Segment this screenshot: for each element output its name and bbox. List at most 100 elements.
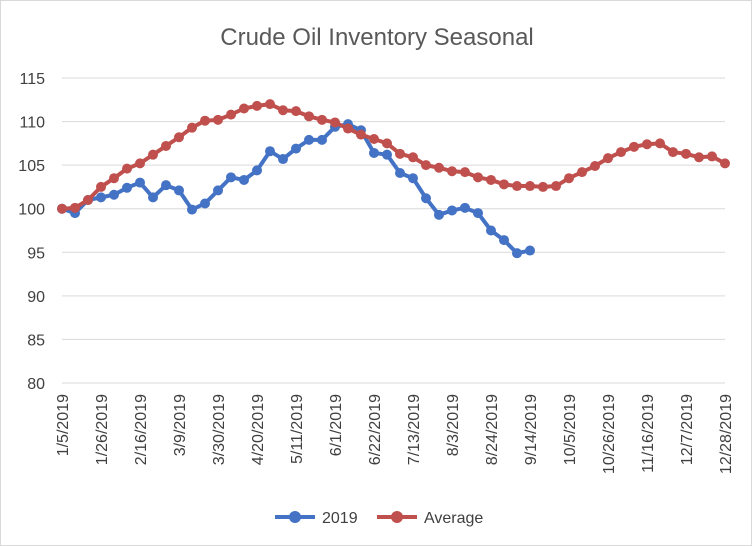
data-point — [265, 146, 275, 157]
data-point — [239, 103, 249, 114]
data-point — [252, 165, 262, 176]
data-point — [239, 174, 249, 185]
x-tick-label: 8/24/2019 — [484, 394, 501, 465]
x-tick-label: 10/26/2019 — [601, 394, 618, 474]
data-point — [551, 181, 561, 192]
data-point — [122, 163, 132, 174]
data-point — [148, 149, 158, 160]
data-point — [460, 167, 470, 178]
data-point — [616, 147, 626, 158]
data-point — [57, 203, 67, 214]
series-year — [57, 119, 535, 259]
data-point — [330, 117, 340, 128]
data-point — [135, 158, 145, 169]
y-tick-label: 90 — [27, 289, 45, 306]
y-tick-label: 85 — [27, 332, 45, 349]
data-point — [291, 106, 301, 117]
data-point — [525, 181, 535, 192]
data-point — [291, 143, 301, 154]
legend: 2019 Average — [275, 510, 483, 527]
x-tick-label: 6/1/2019 — [328, 394, 345, 456]
data-point — [213, 114, 223, 125]
data-point — [382, 138, 392, 149]
y-tick-label: 105 — [18, 158, 45, 175]
data-point — [356, 129, 366, 140]
x-tick-label: 9/14/2019 — [523, 394, 540, 465]
x-tick-label: 1/5/2019 — [55, 394, 72, 456]
data-point — [135, 177, 145, 188]
data-point — [109, 189, 119, 200]
data-point — [83, 195, 93, 205]
data-point — [96, 181, 106, 192]
data-point — [603, 153, 613, 164]
data-point — [213, 185, 223, 196]
data-point — [512, 248, 522, 259]
data-point — [512, 181, 522, 192]
y-tick-label: 110 — [19, 115, 45, 132]
data-point — [317, 134, 327, 145]
series-average — [57, 99, 730, 214]
data-point — [538, 181, 548, 192]
legend-marker — [289, 511, 301, 523]
data-point — [460, 202, 470, 213]
data-point — [343, 123, 353, 134]
series-line — [60, 102, 727, 211]
data-point — [187, 122, 197, 133]
x-axis-ticks: 1/5/2019 1/26/2019 2/16/2019 3/9/2019 3/30/2… — [55, 394, 735, 474]
series-line — [60, 122, 532, 256]
legend-item: 2019 — [275, 510, 358, 527]
data-point — [395, 148, 405, 159]
x-tick-label: 5/11/2019 — [289, 394, 306, 464]
y-axis-ticks: 80 85 90 95 100 105 110 115 — [18, 71, 45, 393]
data-point — [395, 167, 405, 178]
x-tick-label: 2/16/2019 — [133, 394, 150, 465]
data-point — [590, 161, 600, 172]
data-point — [174, 132, 184, 143]
data-point — [486, 225, 496, 236]
data-point — [486, 174, 496, 185]
y-tick-label: 100 — [18, 202, 45, 219]
data-point — [668, 147, 678, 158]
chart-title: Crude Oil Inventory Seasonal — [220, 24, 534, 51]
data-point — [382, 149, 392, 160]
data-point — [447, 205, 457, 216]
data-point — [304, 111, 314, 122]
data-point — [720, 158, 730, 169]
data-point — [421, 160, 431, 171]
data-point — [473, 208, 483, 219]
legend-marker — [391, 511, 403, 523]
data-point — [577, 167, 587, 178]
x-tick-label: 12/7/2019 — [679, 394, 696, 465]
y-tick-label: 80 — [27, 376, 45, 393]
data-point — [681, 148, 691, 159]
data-point — [369, 134, 379, 144]
x-tick-label: 3/9/2019 — [172, 394, 189, 456]
legend-item: Average — [377, 510, 483, 527]
data-point — [122, 182, 132, 193]
data-point — [408, 152, 418, 163]
data-point — [694, 152, 704, 163]
x-tick-label: 6/22/2019 — [367, 394, 384, 465]
data-point — [187, 204, 197, 215]
data-point — [655, 138, 665, 149]
data-point — [525, 245, 535, 256]
x-tick-label: 8/3/2019 — [445, 394, 462, 456]
data-point — [473, 172, 483, 183]
data-point — [642, 139, 652, 150]
data-point — [499, 179, 509, 190]
x-tick-label: 11/16/2019 — [640, 394, 657, 473]
data-point — [278, 105, 288, 116]
data-point — [408, 173, 418, 184]
data-point — [499, 235, 509, 246]
data-point — [161, 140, 171, 151]
x-tick-label: 4/20/2019 — [250, 394, 267, 465]
data-point — [434, 162, 444, 173]
x-tick-label: 10/5/2019 — [562, 394, 579, 465]
x-tick-label: 7/13/2019 — [406, 394, 423, 465]
series-layer — [57, 99, 730, 259]
x-tick-label: 3/30/2019 — [211, 394, 228, 465]
data-point — [304, 134, 314, 145]
data-point — [434, 209, 444, 220]
